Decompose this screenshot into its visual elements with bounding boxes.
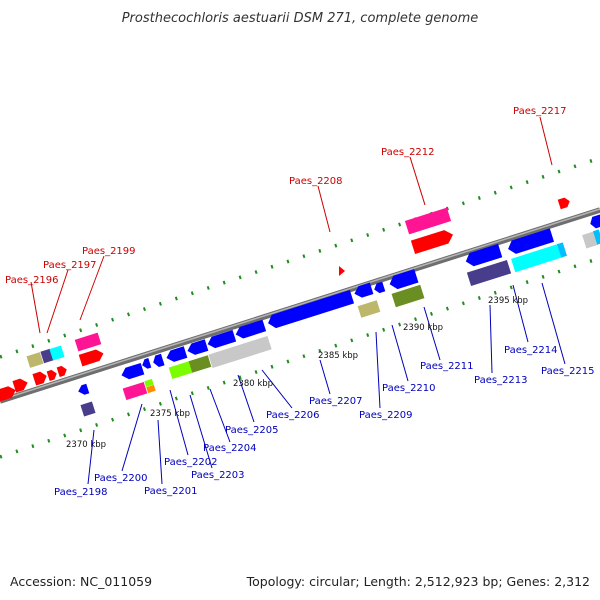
gene-label[interactable]: Paes_2208: [289, 176, 343, 187]
gene-box: [188, 355, 212, 373]
genome-backbone: [0, 207, 600, 404]
gene-label[interactable]: Paes_2217: [513, 106, 567, 117]
kbp-labels: 2370 kbp 2375 kbp 2380 kbp 2385 kbp 2390…: [66, 296, 528, 450]
gene-label[interactable]: Paes_2210: [382, 383, 436, 394]
upper-tick-row: [0, 156, 600, 359]
gene-label[interactable]: Paes_2212: [381, 147, 435, 158]
gene-arrow: [46, 369, 57, 381]
gene-label[interactable]: Paes_2199: [82, 246, 136, 257]
gene-label[interactable]: Paes_2214: [504, 345, 558, 356]
gene-box: [26, 352, 44, 368]
gene-label[interactable]: Paes_2198: [54, 487, 108, 498]
gene-arrow: [590, 214, 600, 229]
gene-arrow: [142, 358, 152, 369]
gene-box: [80, 401, 96, 417]
topology-text: Topology: circular; Length: 2,512,923 bp…: [246, 574, 590, 589]
gene-box: [582, 231, 598, 249]
gene-box: [40, 348, 54, 364]
reverse-gene-labels: Paes_2198 Paes_2200 Paes_2201 Paes_2202 …: [54, 345, 595, 498]
gene-arrow: [557, 197, 570, 210]
kbp-label: 2370 kbp: [66, 440, 106, 450]
reverse-genes: [78, 214, 600, 417]
gene-box: [122, 381, 148, 401]
gene-label[interactable]: Paes_2202: [164, 457, 218, 468]
gene-box: [511, 243, 563, 273]
gene-box: [49, 345, 65, 361]
gene-label[interactable]: Paes_2200: [94, 473, 148, 484]
gene-arrow: [207, 330, 237, 349]
gene-label[interactable]: Paes_2215: [541, 366, 595, 377]
gene-label[interactable]: Paes_2201: [144, 486, 198, 497]
kbp-label: 2395 kbp: [488, 296, 528, 306]
gene-arrow: [78, 383, 90, 395]
accession-text: Accession: NC_011059: [10, 574, 152, 589]
gene-box: [557, 242, 567, 258]
gene-arrow: [12, 378, 28, 393]
kbp-label: 2385 kbp: [318, 351, 358, 361]
gene-arrow: [508, 228, 555, 254]
gene-box: [146, 384, 156, 394]
kbp-label: 2390 kbp: [403, 323, 443, 333]
gene-arrow: [374, 281, 386, 294]
gene-arrow: [78, 349, 104, 367]
gene-arrow: [354, 282, 374, 298]
gene-label[interactable]: Paes_2207: [309, 396, 363, 407]
gene-arrow: [235, 319, 267, 339]
gene-box: [74, 332, 102, 352]
gene-label[interactable]: Paes_2203: [191, 470, 245, 481]
map-title: Prosthecochloris aestuarii DSM 271, comp…: [122, 11, 479, 26]
forward-genes: [0, 197, 570, 402]
gene-box: [208, 335, 272, 369]
gene-box: [404, 207, 452, 235]
gene-arrow: [268, 290, 355, 329]
gene-box: [168, 360, 194, 380]
gene-arrow: [121, 362, 145, 380]
gene-box: [144, 378, 154, 388]
kbp-label: 2375 kbp: [150, 409, 190, 419]
gene-label[interactable]: Paes_2213: [474, 375, 528, 386]
gene-label[interactable]: Paes_2204: [203, 443, 257, 454]
forward-gene-labels: Paes_2196 Paes_2197 Paes_2199 Paes_2208 …: [5, 106, 567, 286]
gene-box: [593, 229, 600, 245]
gene-label[interactable]: Paes_2205: [225, 425, 279, 436]
gene-label[interactable]: Paes_2197: [43, 260, 97, 271]
gene-arrow: [187, 339, 209, 355]
kbp-label: 2380 kbp: [233, 379, 273, 389]
gene-arrow: [389, 269, 419, 290]
gene-arrow: [153, 353, 165, 368]
gene-label[interactable]: Paes_2209: [359, 410, 413, 421]
gene-arrow: [339, 266, 345, 276]
gene-label[interactable]: Paes_2196: [5, 275, 59, 286]
gene-box: [391, 284, 425, 308]
gene-arrow: [465, 243, 503, 267]
gene-box: [466, 259, 512, 287]
gene-label[interactable]: Paes_2206: [266, 410, 320, 421]
gene-label[interactable]: Paes_2211: [420, 361, 474, 372]
gene-arrow: [32, 371, 47, 386]
gene-arrow: [410, 230, 454, 255]
gene-arrow: [166, 346, 188, 362]
leader-lines: [30, 116, 566, 485]
gene-arrow: [56, 365, 67, 377]
gene-arrow: [0, 386, 16, 402]
gene-box: [357, 300, 381, 318]
